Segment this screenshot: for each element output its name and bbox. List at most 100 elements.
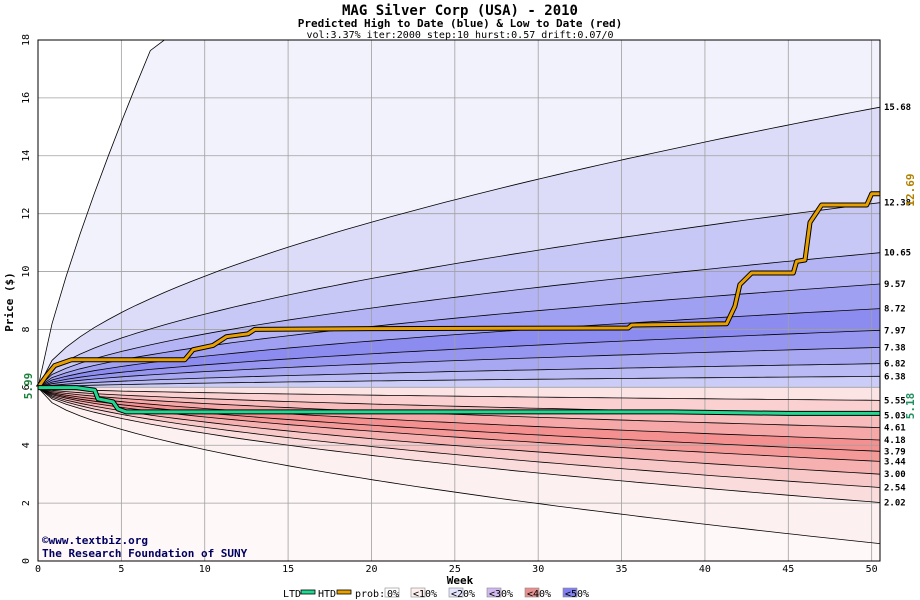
outer-low-curve — [37, 387, 881, 544]
low-band-end-label: 4.18 — [884, 436, 906, 446]
y-tick-label: 8 — [21, 326, 32, 332]
legend: LTD HTD prob: 0% <10% <20% <30% <40% <50% — [283, 587, 589, 600]
high-prob-band — [38, 347, 880, 388]
x-tick-label: 20 — [365, 564, 377, 575]
legend-prob-item: <40% — [527, 589, 551, 600]
x-tick-label: 35 — [616, 564, 628, 575]
low-band-line — [37, 387, 881, 488]
outer-high-curve — [37, 39, 179, 388]
legend-prob-item: <10% — [413, 589, 437, 600]
high-prob-band — [38, 376, 880, 388]
high-band-end-label: 7.97 — [884, 326, 906, 336]
legend-prob-swatch — [384, 587, 400, 598]
credit-org: The Research Foundation of SUNY — [42, 547, 248, 560]
high-band-end-label: 8.72 — [884, 305, 906, 315]
plot-area — [38, 40, 880, 561]
high-prob-band — [38, 363, 880, 388]
y-tick-label: 0 — [21, 558, 32, 564]
x-tick-label: 10 — [199, 564, 211, 575]
x-tick-label: 40 — [699, 564, 711, 575]
low-band-line — [37, 387, 881, 475]
low-band-end-label: 4.61 — [884, 424, 906, 434]
legend-prob-swatch — [448, 587, 464, 598]
y-tick-label: 14 — [21, 150, 32, 162]
y-tick-label: 10 — [21, 266, 32, 278]
low-band-line — [37, 387, 881, 441]
high-band-end-label: 10.65 — [884, 249, 911, 259]
low-prob-band — [38, 387, 880, 428]
low-prob-band — [38, 387, 880, 488]
low-prob-band — [38, 387, 880, 462]
low-prob-band — [38, 387, 880, 440]
low-band-end-label: 2.02 — [884, 499, 906, 509]
ltd-end-label: 5.18 — [904, 393, 917, 420]
x-tick-label: 0 — [35, 564, 41, 575]
low-band-line — [37, 387, 881, 503]
low-band-line — [37, 387, 881, 401]
credit-site: ©www.textbiz.org — [42, 534, 148, 547]
low-band-end-label: 3.44 — [884, 457, 906, 467]
high-prob-band — [38, 202, 880, 388]
htd-end-label: 12.69 — [904, 173, 917, 206]
y-tick-label: 16 — [21, 92, 32, 104]
high-prob-band — [38, 107, 880, 388]
x-tick-label: 30 — [532, 564, 544, 575]
high-prob-band — [38, 308, 880, 388]
low-band-end-label: 3.79 — [884, 447, 906, 457]
high-prob-band — [38, 284, 880, 388]
high-band-end-label: 9.57 — [884, 280, 906, 290]
x-tick-label: 15 — [282, 564, 294, 575]
legend-prob-item: 0% — [387, 589, 399, 600]
x-tick-label: 50 — [866, 564, 878, 575]
x-axis-label: Week — [447, 574, 474, 587]
y-tick-label: 2 — [21, 500, 32, 506]
legend-prob-item: <50% — [565, 589, 589, 600]
legend-ltd-swatch — [300, 589, 316, 595]
legend-prob-swatch — [562, 587, 578, 598]
high-band-line — [37, 363, 881, 388]
y-tick-label: 4 — [21, 442, 32, 448]
high-prob-band — [38, 252, 880, 388]
legend-htd-label: HTD — [318, 589, 336, 600]
high-band-end-label: 15.68 — [884, 103, 911, 113]
y-axis-label: Price ($) — [3, 272, 16, 332]
high-band-line — [37, 202, 881, 388]
high-band-end-label: 12.38 — [884, 199, 911, 209]
x-tick-label: 45 — [782, 564, 794, 575]
x-tick-label: 25 — [449, 564, 461, 575]
high-band-end-label: 6.38 — [884, 372, 906, 382]
low-prob-band — [38, 387, 880, 503]
low-band-end-label: 5.03 — [884, 411, 906, 421]
legend-prob-swatch — [524, 587, 540, 598]
low-prob-band — [38, 387, 880, 401]
y-tick-label: 6 — [21, 384, 32, 390]
credit: ©www.textbiz.org The Research Foundation… — [42, 534, 248, 560]
low-band-line — [37, 387, 881, 428]
low-band-end-label: 2.54 — [884, 483, 906, 493]
high-prob-band — [38, 40, 880, 388]
chart-title: MAG Silver Corp (USA) - 2010 — [342, 3, 578, 19]
legend-prob-swatch — [486, 587, 502, 598]
low-prob-band — [38, 387, 880, 544]
high-band-end-label: 7.38 — [884, 343, 906, 353]
y-tick-label: 18 — [21, 34, 32, 46]
legend-prob-swatch — [410, 587, 426, 598]
legend-prob-label: prob: — [355, 589, 385, 600]
legend-htd-swatch — [336, 589, 352, 595]
plot-frame — [37, 39, 881, 562]
y-tick-label: 12 — [21, 208, 32, 220]
chart-params: vol:3.37% iter:2000 step:10 hurst:0.57 d… — [306, 30, 613, 41]
high-band-line — [37, 347, 881, 388]
low-prob-band — [38, 387, 880, 475]
low-tail-band — [38, 387, 880, 561]
legend-prob-item: <20% — [451, 589, 475, 600]
high-band-line — [37, 329, 881, 388]
low-prob-band — [38, 387, 880, 452]
x-tick-label: 5 — [118, 564, 124, 575]
series-ltd-line — [38, 386, 880, 415]
series-htd-line — [36, 192, 880, 389]
high-band-line — [37, 252, 881, 388]
high-band-line — [37, 106, 881, 388]
legend-ltd-label: LTD — [283, 589, 301, 600]
